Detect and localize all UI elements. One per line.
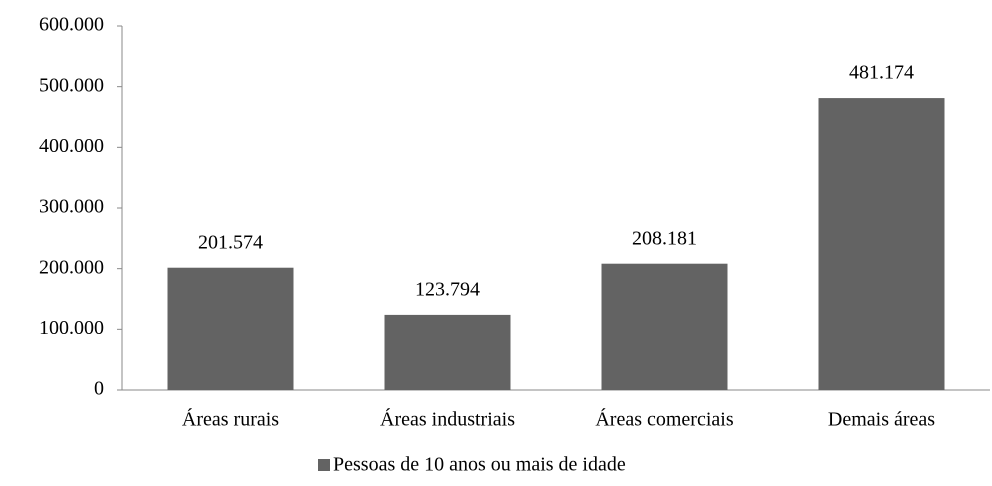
data-label: 481.174 bbox=[849, 62, 914, 84]
bar bbox=[384, 314, 511, 390]
y-tick-label: 300.000 bbox=[39, 196, 104, 218]
x-tick-label: Áreas comerciais bbox=[595, 408, 733, 431]
x-tick-label: Demais áreas bbox=[828, 409, 935, 431]
y-tick-label: 400.000 bbox=[39, 135, 104, 157]
data-label: 123.794 bbox=[415, 278, 480, 300]
y-tick-label: 100.000 bbox=[39, 317, 104, 339]
y-tick-label: 0 bbox=[94, 378, 104, 400]
legend-label: Pessoas de 10 anos ou mais de idade bbox=[333, 454, 626, 476]
legend-swatch bbox=[318, 459, 330, 471]
bar bbox=[601, 263, 728, 390]
bar bbox=[167, 267, 294, 390]
data-label: 201.574 bbox=[198, 231, 263, 253]
bar bbox=[818, 98, 945, 391]
y-tick-label: 500.000 bbox=[39, 74, 104, 96]
y-tick-label: 200.000 bbox=[39, 256, 104, 278]
x-tick-label: Áreas rurais bbox=[182, 408, 279, 431]
data-label: 208.181 bbox=[632, 227, 697, 249]
y-tick-label: 600.000 bbox=[39, 14, 104, 36]
x-tick-label: Áreas industriais bbox=[380, 408, 515, 431]
